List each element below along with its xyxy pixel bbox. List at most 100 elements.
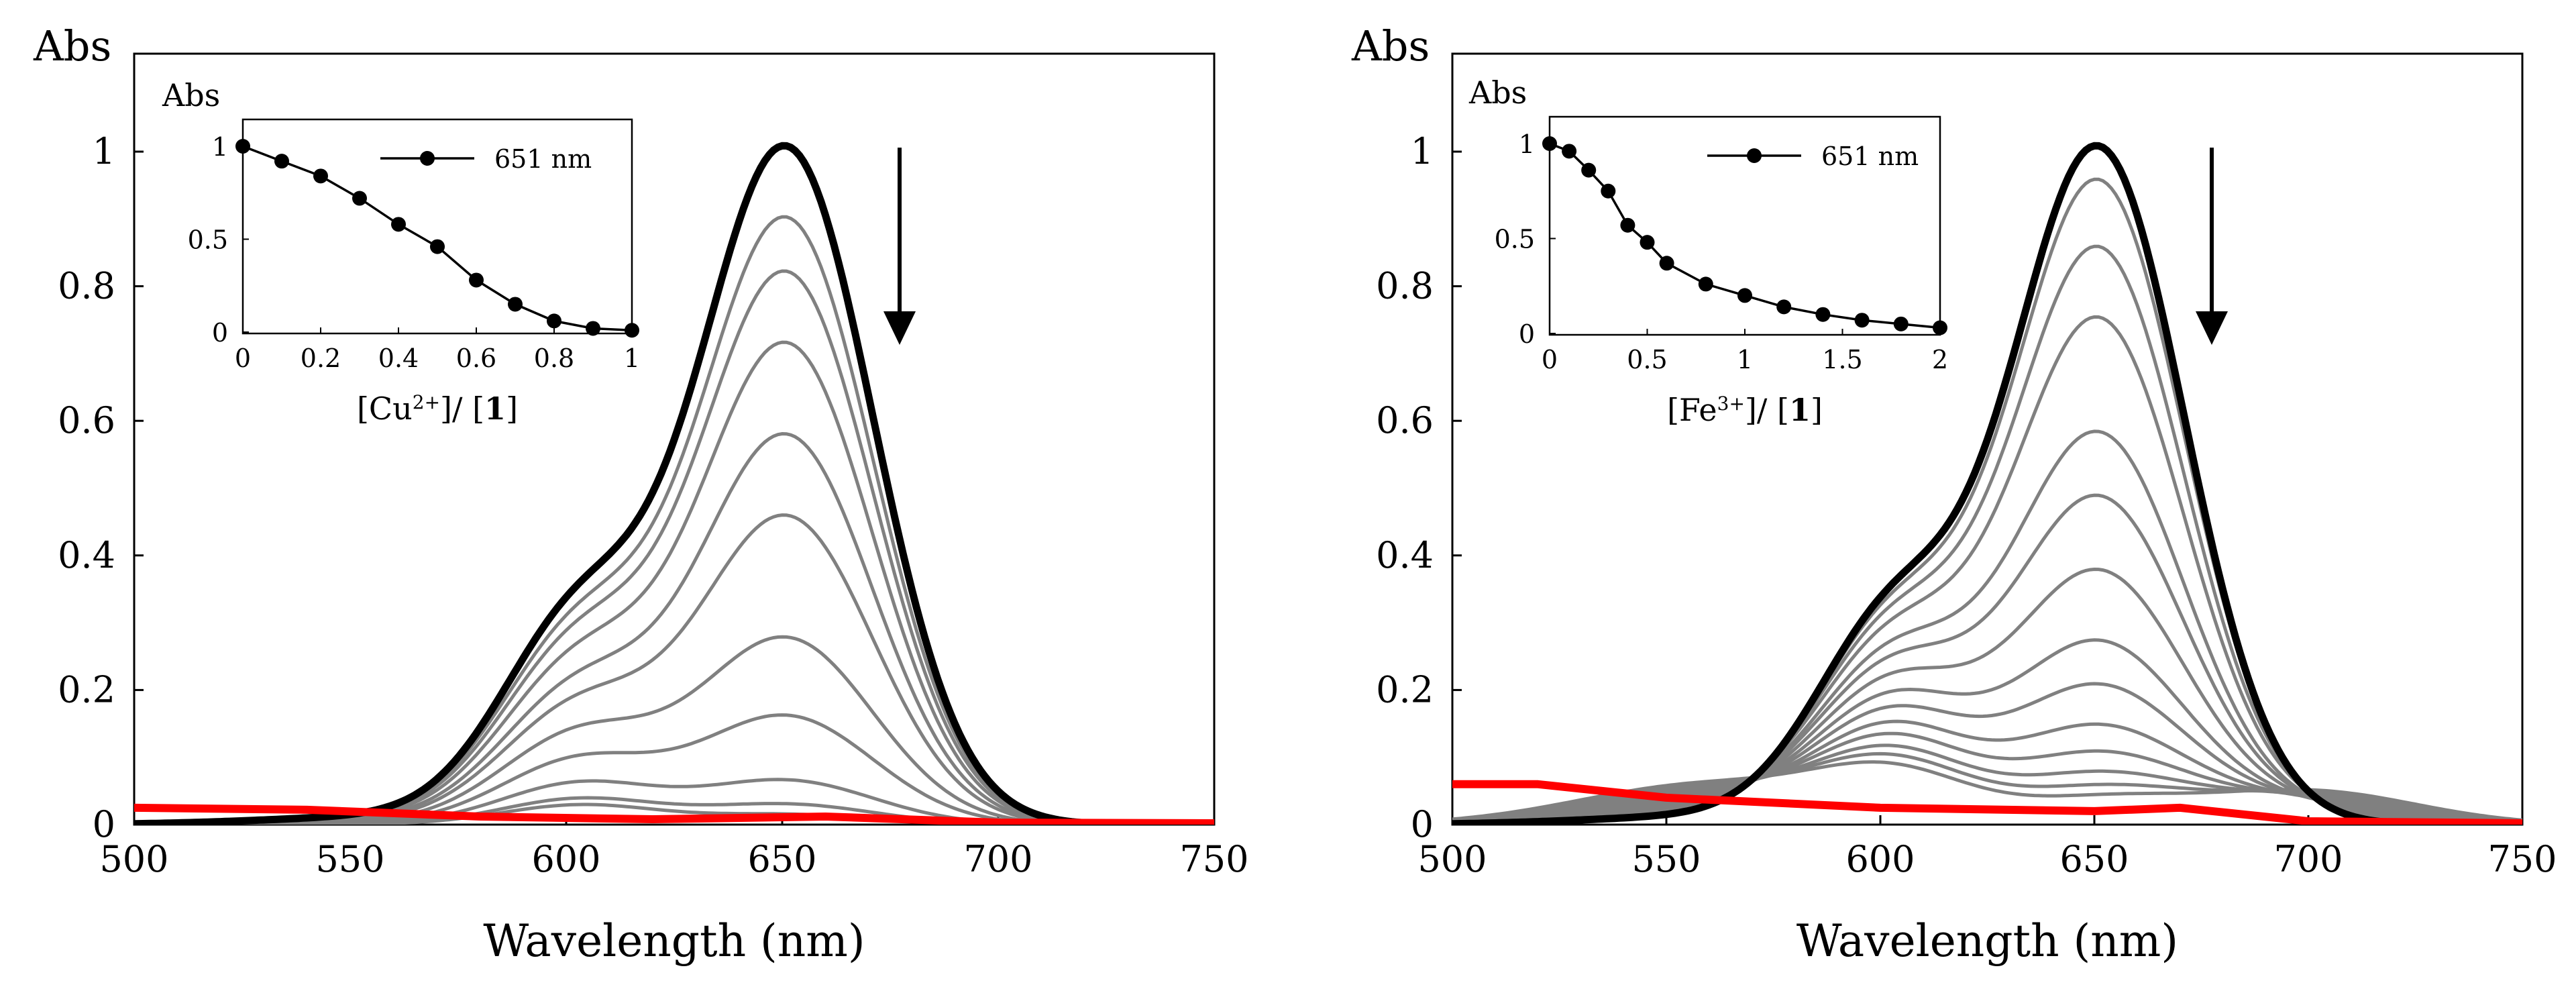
y-tick-label: 0.4 xyxy=(1376,534,1434,576)
panel-left: 500 550 600 650 700 750 0 0.2 0.4 0.6 0.8 1 Waveleng… xyxy=(33,21,1249,967)
spectra-group xyxy=(1452,142,2522,825)
y-tick-label: 0 xyxy=(93,803,115,845)
inset-legend-marker xyxy=(420,151,435,166)
y-tick-label: 0.6 xyxy=(58,399,115,441)
x-tick-label: 600 xyxy=(531,838,600,880)
x-tick-label: 500 xyxy=(99,838,168,880)
spectrum-intermediate-8 xyxy=(1452,682,2522,824)
inset-x-tick-label: 0.2 xyxy=(301,344,341,373)
inset-data-point xyxy=(586,321,600,336)
y-axis-label: Abs xyxy=(33,21,111,70)
inset-x-tick-label: 0.4 xyxy=(378,344,419,373)
panel-right: 500 550 600 650 700 750 0 0.2 0.4 0.6 0.8 1 Waveleng… xyxy=(1351,21,2557,967)
spectrum-intermediate-3 xyxy=(134,340,1214,825)
inset-y-tick-label: 1 xyxy=(212,132,228,162)
spectrum-intermediate-6 xyxy=(1452,567,2522,825)
inset-data-point xyxy=(625,323,639,338)
inset-data-point xyxy=(1698,276,1713,292)
x-tick-label: 700 xyxy=(2273,838,2343,880)
x-tick-label: 650 xyxy=(2059,838,2129,880)
y-tick-label: 0.8 xyxy=(1376,265,1434,307)
x-tick-label: 650 xyxy=(747,838,816,880)
inset-legend-label: 651 nm xyxy=(494,144,592,174)
inset-x-tick-label: 0 xyxy=(1542,345,1558,374)
x-axis-label: Wavelength (nm) xyxy=(483,915,865,967)
x-tick-label: 600 xyxy=(1845,838,1915,880)
inset-chart: 0 0.2 0.4 0.6 0.8 1 0 0.5 1 Abs [Cu2+]/ [1] 651 nm xyxy=(162,77,640,427)
inset-y-tick-label: 1 xyxy=(1519,129,1535,159)
x-tick-label: 500 xyxy=(1417,838,1487,880)
inset-frame xyxy=(241,118,633,335)
spectrum-intermediate-5 xyxy=(134,513,1214,825)
inset-data-point xyxy=(508,297,523,312)
inset-y-tick-label: 0 xyxy=(1519,319,1535,349)
inset-data-point xyxy=(1601,183,1616,199)
x-tick-label: 750 xyxy=(1179,838,1248,880)
plot-frame xyxy=(133,52,1216,826)
arrow-head xyxy=(883,311,916,345)
inset-y-tick-label: 0.5 xyxy=(1495,225,1535,254)
inset-data-point xyxy=(235,139,250,154)
inset-data-point xyxy=(1581,162,1597,178)
inset-x-axis-label: [Cu2+]/ [1] xyxy=(357,390,518,427)
inset-data-point xyxy=(1659,256,1674,271)
inset-data-point xyxy=(1933,320,1947,335)
inset-data-point xyxy=(1562,144,1577,159)
inset-y-tick-label: 0 xyxy=(212,318,228,348)
spectrum-intermediate-4 xyxy=(134,431,1214,825)
inset-data-point xyxy=(1893,316,1909,331)
y-tick-label: 0.4 xyxy=(58,534,115,576)
inset-data-point xyxy=(1620,217,1635,233)
inset-legend-marker xyxy=(1747,148,1762,163)
inset-data-point xyxy=(469,272,484,288)
inset-data-point xyxy=(274,154,289,169)
inset-data-point xyxy=(1640,235,1655,250)
spectrum-intermediate-5 xyxy=(1452,493,2522,825)
spectrum-intermediate-3 xyxy=(1452,315,2522,825)
inset-data-point xyxy=(547,313,561,329)
y-axis-label: Abs xyxy=(1351,21,1430,70)
spectrum-initial xyxy=(134,142,1214,825)
y-tick-label: 0.8 xyxy=(58,265,115,307)
inset-data-point xyxy=(1854,313,1870,328)
y-tick-label: 0 xyxy=(1411,803,1434,845)
x-tick-label: 550 xyxy=(315,838,384,880)
inset-x-tick-label: 0.6 xyxy=(456,344,496,373)
y-tick-label: 0.2 xyxy=(1376,668,1434,711)
arrow-head xyxy=(2196,311,2228,345)
y-tick-label: 1 xyxy=(93,130,115,172)
spectrum-intermediate-9 xyxy=(1452,719,2522,823)
inset-y-axis-label: Abs xyxy=(162,77,220,113)
spectrum-initial xyxy=(1452,142,2522,825)
spectrum-final xyxy=(134,803,1214,825)
inset-data-point xyxy=(1815,307,1831,322)
inset-x-tick-label: 0.5 xyxy=(1627,345,1667,374)
x-tick-label: 700 xyxy=(963,838,1032,880)
inset-data-point xyxy=(391,217,406,232)
x-tick-label: 750 xyxy=(2487,838,2557,880)
inset-x-tick-label: 0.8 xyxy=(534,344,574,373)
spectrum-final xyxy=(1452,780,2522,825)
y-tick-label: 1 xyxy=(1411,130,1434,172)
y-tick-label: 0.6 xyxy=(1376,399,1434,441)
inset-data-point xyxy=(1776,299,1792,315)
x-tick-label: 550 xyxy=(1631,838,1701,880)
inset-data-point xyxy=(352,191,367,206)
inset-x-tick-label: 0 xyxy=(235,344,251,373)
inset-data-point xyxy=(313,168,328,184)
inset-x-axis-label: [Fe3+]/ [1] xyxy=(1667,392,1823,428)
spectra-group xyxy=(134,142,1214,825)
spectrum-intermediate-6 xyxy=(134,635,1214,825)
inset-legend-label: 651 nm xyxy=(1821,142,1919,171)
plot-frame xyxy=(1451,52,2524,826)
inset-x-tick-label: 1.5 xyxy=(1822,345,1862,374)
inset-data-point xyxy=(1737,288,1752,303)
inset-chart: 0 0.5 1 1.5 2 0 0.5 1 Abs [Fe3+]/ [1] 651 nm xyxy=(1468,74,1948,428)
inset-x-tick-label: 1 xyxy=(1737,345,1753,374)
inset-data-point xyxy=(1542,136,1557,151)
inset-data-point xyxy=(430,239,445,254)
y-tick-label: 0.2 xyxy=(58,668,115,711)
inset-x-tick-label: 1 xyxy=(624,344,640,373)
